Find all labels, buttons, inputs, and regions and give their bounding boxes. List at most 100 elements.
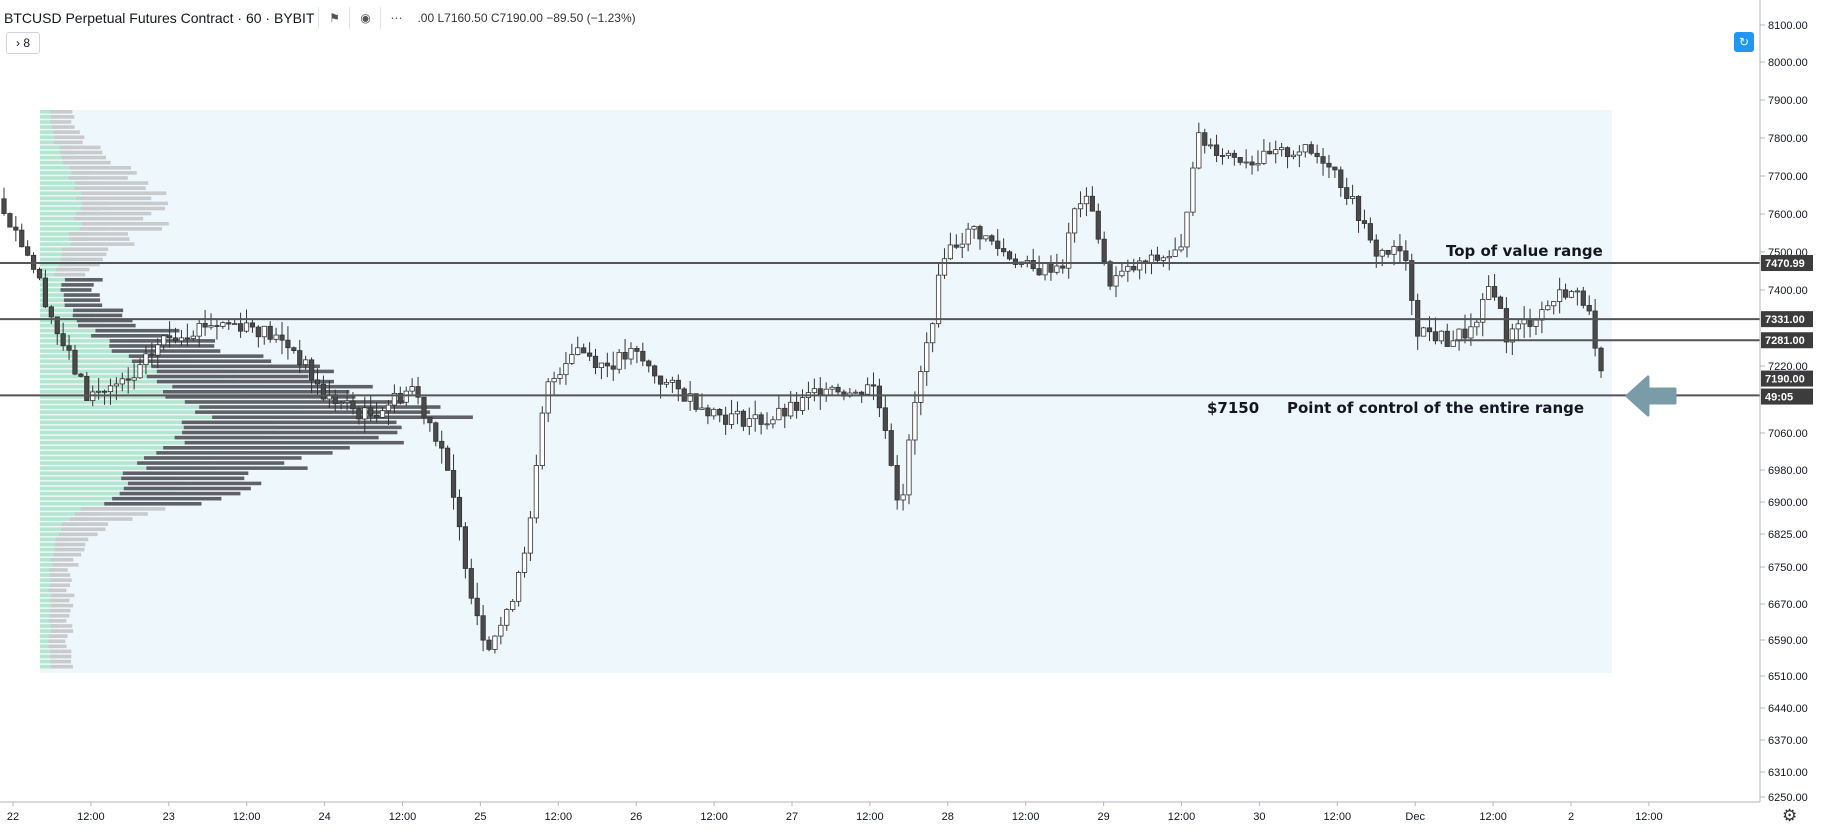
candle-body xyxy=(1509,328,1515,343)
price-tick-label: 7800.00 xyxy=(1768,133,1808,145)
candle-body xyxy=(208,325,214,328)
candle-body xyxy=(96,390,102,393)
profile-bar-sell xyxy=(50,664,73,669)
profile-bar-sell xyxy=(60,288,92,292)
candle-body xyxy=(1154,254,1161,261)
candle-body xyxy=(161,335,167,346)
profile-bar-sell xyxy=(80,507,166,511)
price-tick-label: 6825.00 xyxy=(1768,529,1808,541)
profile-bar-sell xyxy=(70,242,135,246)
price-tick-label: 7600.00 xyxy=(1768,209,1808,221)
candle-body xyxy=(13,226,19,231)
candle-body xyxy=(338,402,344,405)
candle-body xyxy=(433,422,439,442)
candle-body xyxy=(521,552,528,573)
candle-body xyxy=(385,404,392,412)
profile-bar-sell xyxy=(50,624,73,628)
profile-bar-buy xyxy=(40,446,246,450)
gear-icon[interactable]: ⚙ xyxy=(1782,806,1798,825)
candle-body xyxy=(468,568,474,599)
symbol-title[interactable]: BTCUSD Perpetual Futures Contract · 60 ·… xyxy=(0,10,319,26)
candle-body xyxy=(462,526,468,569)
candle-body xyxy=(1184,211,1190,248)
profile-bar-buy xyxy=(40,405,306,409)
profile-bar-sell xyxy=(48,619,67,623)
profile-bar-sell xyxy=(48,568,68,572)
candle-body xyxy=(237,323,244,332)
time-tick-label: 12:00 xyxy=(233,811,261,823)
candle-body xyxy=(758,414,764,425)
time-tick-label: 23 xyxy=(163,811,175,823)
candle-body xyxy=(799,397,806,411)
auto-scale-icon[interactable]: ↻ xyxy=(1734,32,1754,52)
profile-bar-buy xyxy=(40,130,62,134)
profile-bar-buy xyxy=(40,420,277,425)
candle-body xyxy=(1231,152,1237,158)
profile-bar-sell xyxy=(62,522,109,526)
profile-bar-buy xyxy=(40,558,59,562)
candle-body xyxy=(379,410,386,418)
profile-bar-sell xyxy=(146,466,308,470)
price-tag xyxy=(1761,388,1813,405)
profile-bar-buy xyxy=(40,481,187,486)
candle-body xyxy=(1077,203,1084,210)
eye-icon[interactable]: ◉ xyxy=(349,7,381,29)
price-tag xyxy=(1761,370,1813,387)
profile-bar-buy xyxy=(40,451,234,455)
price-axis[interactable]: 8100.00 8000.00 7900.00 7800.00 7700.00 7600.… xyxy=(1760,20,1808,804)
profile-bar-buy xyxy=(40,568,55,572)
candle-body xyxy=(1521,319,1527,325)
profile-bar-sell xyxy=(78,323,136,328)
candle-body xyxy=(1432,331,1439,342)
candle-body xyxy=(1089,195,1095,212)
price-tag-label: 49:05 xyxy=(1765,392,1793,404)
profile-bar-sell xyxy=(151,364,320,369)
profile-bar-sell xyxy=(109,344,215,348)
candle-body xyxy=(350,400,356,410)
candle-body xyxy=(527,517,534,554)
more-icon[interactable]: ⋯ xyxy=(380,7,412,29)
candle-body xyxy=(516,572,522,602)
profile-bar-sell xyxy=(50,603,74,608)
candle-body xyxy=(1054,265,1060,273)
profile-bar-sell xyxy=(112,496,222,501)
collapse-indicators-button[interactable]: › 8 xyxy=(6,32,40,54)
price-tick-label: 6900.00 xyxy=(1768,497,1808,509)
candle-body xyxy=(498,624,504,637)
profile-bar-sell xyxy=(72,313,123,318)
profile-bar-buy xyxy=(40,257,74,262)
flag-icon[interactable]: ⚑ xyxy=(318,7,350,29)
profile-bar-sell xyxy=(74,186,146,190)
profile-bar-sell xyxy=(61,527,106,532)
candle-body xyxy=(646,360,652,367)
profile-bar-sell xyxy=(60,257,103,262)
profile-bar-sell xyxy=(54,547,85,552)
candle-body xyxy=(504,609,510,626)
profile-bar-buy xyxy=(40,654,57,659)
profile-bar-buy xyxy=(40,507,108,511)
profile-bar-buy xyxy=(40,634,55,638)
candle-body xyxy=(1491,286,1498,298)
candle-body xyxy=(279,334,285,341)
candle-body xyxy=(586,352,593,357)
profile-bar-buy xyxy=(40,583,57,588)
time-axis[interactable]: 22 12:00 23 12:00 24 12:00 25 12:00 26 12:00 27 12:… xyxy=(7,802,1663,823)
candle-body xyxy=(178,337,185,342)
candle-body xyxy=(1474,321,1480,328)
candle-body xyxy=(320,383,327,400)
price-tag-label: 7190.00 xyxy=(1765,374,1805,386)
candle-body xyxy=(1462,328,1468,339)
candle-body xyxy=(1148,254,1155,264)
candle-body xyxy=(1042,262,1048,276)
profile-bar-buy xyxy=(40,629,58,633)
candle-body xyxy=(1420,327,1427,337)
profile-bar-sell xyxy=(52,130,80,134)
time-tick-label: 12:00 xyxy=(77,811,105,823)
profile-bar-sell xyxy=(163,446,350,450)
profile-bar-sell xyxy=(128,354,264,358)
candle-body xyxy=(1219,155,1226,157)
profile-bar-buy xyxy=(40,349,160,353)
price-tick-label: 7400.00 xyxy=(1768,285,1808,297)
profile-bar-sell xyxy=(73,216,144,221)
